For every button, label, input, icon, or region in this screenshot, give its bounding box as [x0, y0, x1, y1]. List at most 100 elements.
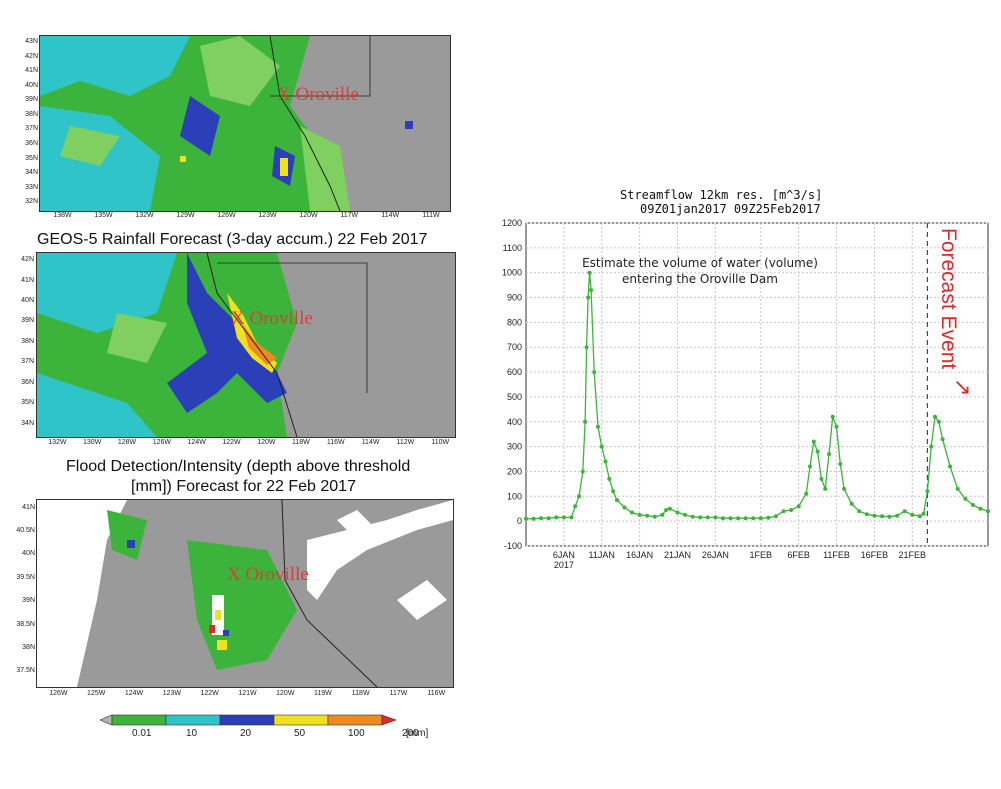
map3-xtick-2: 124W: [124, 690, 144, 697]
ytick-label-10: 200: [507, 466, 522, 476]
streamflow-point-71: [933, 414, 937, 419]
colorbar-swatch-3: [219, 714, 275, 726]
streamflow-point-43: [773, 514, 778, 519]
streamflow-point-76: [963, 496, 968, 501]
streamflow-point-10: [583, 419, 588, 424]
chart-title: Streamflow 12km res. [m^3/s]: [620, 188, 823, 202]
streamflow-point-62: [880, 514, 884, 519]
map1-ytick-9: 34N: [25, 169, 38, 177]
map3-xtick-9: 117W: [389, 690, 408, 697]
map1-ytick-8: 35N: [25, 154, 38, 162]
colorbar-tick-4: 100: [348, 728, 365, 739]
rainfall-map-1: [39, 35, 451, 212]
streamflow-point-73: [940, 437, 945, 442]
map3-ytick-2: 40N: [22, 550, 35, 558]
map2-ytick-2: 40N: [21, 296, 34, 304]
streamflow-point-54: [830, 414, 835, 419]
map3-title-line2: [mm]) Forecast for 22 Feb 2017: [131, 478, 356, 495]
map1-ytick-2: 41N: [25, 67, 38, 75]
xtick-label-8: 16FEB: [861, 550, 889, 560]
map1-xtick-9: 111W: [422, 212, 440, 219]
colorbar-tick-0: 0.01: [132, 728, 152, 739]
map2-xtick-9: 114W: [361, 439, 380, 446]
streamflow-point-46: [796, 504, 801, 509]
xtick-label-9: 21FEB: [899, 550, 927, 560]
map3-xtick-4: 122W: [200, 690, 219, 697]
streamflow-point-67: [917, 514, 922, 519]
map1-ytick-5: 38N: [25, 110, 38, 118]
streamflow-point-61: [872, 513, 877, 518]
map1-ytick-0: 43N: [25, 37, 38, 45]
streamflow-point-45: [789, 508, 794, 512]
map1-ytick-10: 33N: [25, 183, 38, 191]
streamflow-point-79: [986, 509, 990, 514]
streamflow-point-42: [766, 515, 771, 520]
streamflow-point-44: [781, 509, 786, 514]
streamflow-point-53: [827, 452, 831, 457]
map1-ytick-3: 40N: [25, 81, 38, 89]
streamflow-point-66: [910, 512, 915, 517]
streamflow-point-37: [728, 516, 733, 521]
streamflow-point-28: [664, 508, 669, 512]
streamflow-point-40: [751, 516, 756, 521]
chart-annotation: Estimate the volume of water (volume) en…: [500, 255, 900, 287]
streamflow-point-18: [603, 459, 608, 464]
map3-ytick-7: 37.5N: [16, 667, 35, 675]
map3-title-line1: Flood Detection/Intensity (depth above t…: [66, 458, 411, 475]
streamflow-chart: 1200110010009008007006005004003002001000…: [502, 218, 990, 570]
streamflow-point-65: [902, 509, 907, 514]
map3-ytick-1: 40.5N: [16, 527, 35, 535]
streamflow-point-64: [895, 513, 900, 518]
map2-ytick-5: 37N: [21, 358, 34, 366]
map3-xtick-5: 121W: [238, 690, 257, 697]
colorbar: [99, 713, 430, 733]
streamflow-point-19: [607, 476, 612, 481]
colorbar-swatch-0: [99, 714, 113, 726]
streamflow-point-16: [596, 424, 600, 429]
streamflow-point-70: [929, 444, 934, 449]
map2-xtick-3: 126W: [152, 439, 171, 446]
xtick-year-label: 2017: [554, 560, 574, 570]
streamflow-point-17: [599, 444, 604, 449]
map2-title: GEOS-5 Rainfall Forecast (3-day accum.) …: [37, 231, 428, 248]
map2-xtick-7: 118W: [292, 439, 310, 446]
ytick-label-12: 0: [517, 516, 522, 526]
map1-xticks: 138W 135W 132W 129W 126W 123W 120W 117W 114W 111W: [39, 212, 449, 222]
streamflow-point-6: [569, 515, 574, 520]
colorbar-swatch-6: [381, 714, 397, 726]
ytick-label-5: 700: [507, 342, 522, 352]
map2-xtick-6: 120W: [257, 439, 276, 446]
map2-ytick-0: 42N: [21, 256, 34, 264]
streamflow-point-12: [586, 295, 591, 300]
map2-ytick-8: 34N: [21, 419, 34, 427]
map1-xtick-1: 135W: [94, 212, 113, 219]
streamflow-point-3: [546, 516, 551, 521]
oroville-label-map3: X Oroville: [227, 564, 309, 585]
chart-annotation-line2: entering the Oroville Dam: [622, 272, 778, 286]
streamflow-point-47: [804, 491, 809, 496]
flood-map: [36, 499, 454, 688]
map2-ytick-6: 36N: [21, 378, 34, 386]
streamflow-point-0: [524, 516, 528, 521]
streamflow-point-75: [955, 486, 960, 491]
map1-xtick-4: 126W: [217, 212, 236, 219]
map3-xtick-6: 120W: [276, 690, 295, 697]
colorbar-swatch-1: [111, 714, 167, 726]
colorbar-tick-3: 50: [294, 728, 306, 739]
colorbar-unit: [mm]: [406, 728, 429, 739]
map3-xtick-10: 116W: [427, 690, 446, 697]
map2-yticks: 42N 41N 40N 39N 38N 37N 36N 35N 34N: [12, 252, 34, 436]
chart-subtitle: 09Z01jan2017 09Z25Feb2017: [640, 202, 821, 216]
ytick-label-0: 1200: [502, 218, 522, 228]
map1-ytick-4: 39N: [25, 96, 38, 104]
oroville-label-map2: X Oroville: [231, 308, 313, 329]
xtick-label-7: 11FEB: [823, 550, 850, 560]
map1-xtick-3: 129W: [176, 212, 195, 219]
streamflow-point-31: [683, 512, 687, 517]
streamflow-point-36: [720, 516, 725, 521]
xtick-label-5: 1FEB: [750, 550, 773, 560]
map3-yticks: 41N 40.5N 40N 39.5N 39N 38.5N 38N 37.5N: [10, 499, 35, 686]
colorbar-tick-1: 10: [186, 728, 198, 739]
streamflow-point-30: [675, 510, 680, 515]
map3-xtick-3: 123W: [162, 690, 181, 697]
